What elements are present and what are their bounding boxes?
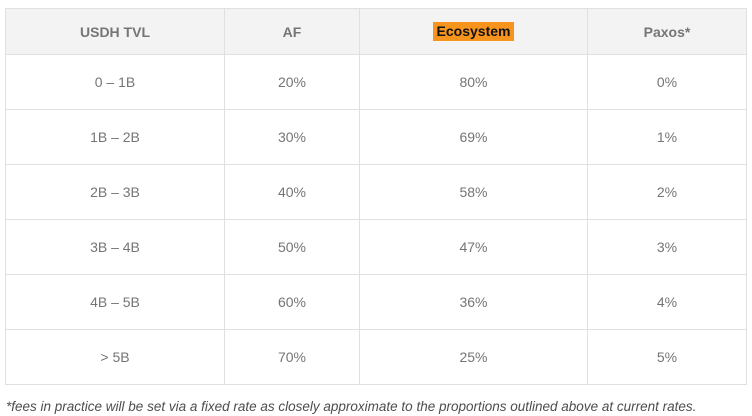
cell-af-share: 60% xyxy=(224,274,360,330)
cell-ecosystem-share: 58% xyxy=(359,164,588,220)
cell-tvl-range: > 5B xyxy=(5,329,225,385)
cell-af-share: 40% xyxy=(224,164,360,220)
cell-ecosystem-share: 69% xyxy=(359,109,588,165)
usdh-fee-distribution-table: USDH TVL AF Ecosystem Paxos* 0 – 1B 20% … xyxy=(5,8,747,385)
cell-paxos-share: 5% xyxy=(587,329,747,385)
cell-af-share: 20% xyxy=(224,54,360,110)
cell-paxos-share: 1% xyxy=(587,109,747,165)
cell-ecosystem-share: 47% xyxy=(359,219,588,275)
table-row: 0 – 1B 20% 80% 0% xyxy=(5,54,747,110)
cell-tvl-range: 2B – 3B xyxy=(5,164,225,220)
table-row: 4B – 5B 60% 36% 4% xyxy=(5,274,747,330)
cell-ecosystem-share: 36% xyxy=(359,274,588,330)
cell-tvl-range: 1B – 2B xyxy=(5,109,225,165)
cell-ecosystem-share: 25% xyxy=(359,329,588,385)
cell-af-share: 50% xyxy=(224,219,360,275)
footnote: *fees in practice will be set via a fixe… xyxy=(6,399,697,414)
cell-af-share: 30% xyxy=(224,109,360,165)
cell-paxos-share: 2% xyxy=(587,164,747,220)
cell-paxos-share: 3% xyxy=(587,219,747,275)
table-row: > 5B 70% 25% 5% xyxy=(5,329,747,385)
header-cell-usdh-tvl: USDH TVL xyxy=(5,8,225,55)
ecosystem-highlight: Ecosystem xyxy=(432,22,515,41)
cell-af-share: 70% xyxy=(224,329,360,385)
cell-paxos-share: 0% xyxy=(587,54,747,110)
table-row: 1B – 2B 30% 69% 1% xyxy=(5,109,747,165)
table-row: 3B – 4B 50% 47% 3% xyxy=(5,219,747,275)
header-row: USDH TVL AF Ecosystem Paxos* xyxy=(5,8,747,55)
header-cell-af: AF xyxy=(224,8,360,55)
cell-tvl-range: 0 – 1B xyxy=(5,54,225,110)
cell-tvl-range: 3B – 4B xyxy=(5,219,225,275)
header-cell-paxos: Paxos* xyxy=(587,8,747,55)
cell-ecosystem-share: 80% xyxy=(359,54,588,110)
table-row: 2B – 3B 40% 58% 2% xyxy=(5,164,747,220)
cell-paxos-share: 4% xyxy=(587,274,747,330)
header-cell-ecosystem: Ecosystem xyxy=(359,8,588,55)
cell-tvl-range: 4B – 5B xyxy=(5,274,225,330)
